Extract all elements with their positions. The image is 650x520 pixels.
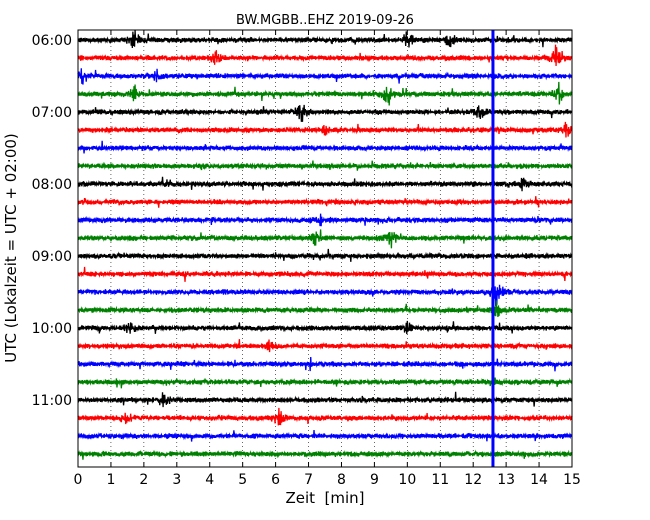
trace-18 [77, 356, 573, 372]
y-tick-label: 08:00 [32, 177, 72, 193]
trace-13 [77, 266, 573, 282]
trace-9 [77, 196, 573, 208]
trace-20 [77, 391, 573, 408]
trace-23 [77, 449, 573, 460]
trace-22 [77, 430, 573, 442]
trace-4 [77, 104, 573, 122]
trace-6 [77, 140, 573, 154]
trace-14 [77, 284, 573, 307]
x-tick-label: 4 [205, 472, 214, 488]
grid-lines [110, 30, 540, 467]
x-tick-label: 11 [431, 472, 449, 488]
trace-21 [77, 407, 573, 426]
trace-7 [77, 160, 573, 171]
trace-19 [77, 377, 573, 389]
y-tick-label: 10:00 [32, 321, 72, 337]
y-axis-ticks: 06:00 07:00 08:00 09:00 10:00 11:00 [32, 33, 83, 409]
x-tick-label: 8 [337, 472, 346, 488]
x-tick-label: 9 [370, 472, 379, 488]
x-tick-label: 2 [139, 472, 148, 488]
trace-16 [77, 320, 573, 335]
x-tick-label: 15 [563, 472, 581, 488]
y-tick-label: 11:00 [32, 393, 72, 409]
trace-10 [77, 213, 573, 227]
trace-group [77, 30, 573, 460]
trace-11 [77, 229, 573, 249]
x-tick-label: 5 [238, 472, 247, 488]
chart-title: BW.MGBB..EHZ 2019-09-26 [236, 13, 414, 28]
y-tick-label: 06:00 [32, 33, 72, 49]
x-tick-label: 0 [74, 472, 83, 488]
y-tick-label: 09:00 [32, 249, 72, 265]
trace-0 [77, 30, 573, 49]
x-tick-label: 3 [172, 472, 181, 488]
trace-3 [77, 81, 573, 106]
x-tick-label: 7 [304, 472, 313, 488]
x-tick-label: 13 [497, 472, 515, 488]
y-axis-label: UTC (Lokalzeit = UTC + 02:00) [2, 133, 20, 363]
plot-frame [77, 29, 573, 468]
x-tick-label: 14 [530, 472, 548, 488]
x-tick-label: 6 [271, 472, 280, 488]
trace-1 [77, 44, 573, 66]
trace-12 [77, 248, 573, 262]
x-axis-ticks: 0 1 2 3 4 5 6 7 8 9 10 11 12 13 14 15 [74, 30, 581, 488]
trace-17 [77, 339, 573, 353]
x-tick-label: 1 [106, 472, 115, 488]
y-tick-label: 07:00 [32, 105, 72, 121]
x-tick-label: 12 [464, 472, 482, 488]
trace-5 [77, 121, 573, 138]
x-tick-label: 10 [398, 472, 416, 488]
x-axis-label: Zeit [min] [285, 489, 364, 507]
trace-2 [77, 68, 573, 85]
trace-8 [77, 176, 573, 192]
trace-15 [77, 300, 573, 318]
